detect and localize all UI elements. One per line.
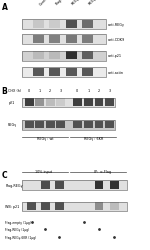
Text: 1: 1 xyxy=(39,88,41,92)
Text: p21: p21 xyxy=(9,100,15,104)
Text: 10% input: 10% input xyxy=(35,169,52,173)
Text: anti-actin: anti-actin xyxy=(108,70,124,74)
Bar xyxy=(66,68,77,76)
Bar xyxy=(82,68,93,76)
Bar xyxy=(22,52,106,62)
Bar xyxy=(22,180,127,190)
Text: Flag-REGγ: Flag-REGγ xyxy=(5,183,23,187)
Bar xyxy=(56,99,65,106)
Bar xyxy=(84,121,93,129)
Bar xyxy=(82,36,93,44)
Bar xyxy=(22,120,115,130)
Bar xyxy=(110,181,118,189)
Bar xyxy=(22,68,106,78)
Bar xyxy=(33,68,44,76)
Bar xyxy=(82,52,93,60)
Bar xyxy=(35,99,44,106)
Text: C: C xyxy=(2,170,7,179)
Bar xyxy=(110,202,118,210)
Bar xyxy=(33,52,44,60)
Bar xyxy=(73,121,82,129)
Bar xyxy=(84,99,93,106)
Bar xyxy=(22,68,106,78)
Bar xyxy=(55,202,64,210)
Bar xyxy=(56,121,65,129)
Text: Control: Control xyxy=(38,0,50,6)
Bar xyxy=(94,181,103,189)
Bar xyxy=(94,99,103,106)
Bar xyxy=(73,99,82,106)
Bar xyxy=(105,99,114,106)
Bar xyxy=(25,99,34,106)
Bar xyxy=(66,36,77,44)
Bar xyxy=(49,36,60,44)
Text: B: B xyxy=(2,86,7,95)
Bar xyxy=(105,121,114,129)
Text: 2: 2 xyxy=(98,88,100,92)
Bar xyxy=(94,121,103,129)
Bar xyxy=(66,52,77,60)
Bar xyxy=(46,99,55,106)
Text: 1: 1 xyxy=(87,88,90,92)
Bar xyxy=(22,20,106,30)
Text: 0: 0 xyxy=(28,88,30,92)
Bar xyxy=(22,52,106,62)
Bar xyxy=(33,36,44,44)
Text: REGγ : 6KR: REGγ : 6KR xyxy=(84,136,103,140)
Text: Flag-REGγ (1μg): Flag-REGγ (1μg) xyxy=(5,228,29,232)
Text: 0: 0 xyxy=(76,88,78,92)
Bar xyxy=(22,35,106,45)
Bar xyxy=(22,98,115,108)
Text: REGγ : wt: REGγ : wt xyxy=(37,136,53,140)
Bar xyxy=(22,35,106,45)
Text: IP:  α-Flag: IP: α-Flag xyxy=(93,169,111,173)
Text: Flag-REGγ-6KR (1μg): Flag-REGγ-6KR (1μg) xyxy=(5,235,36,239)
Bar xyxy=(49,68,60,76)
Bar xyxy=(25,121,34,129)
Text: 3: 3 xyxy=(108,88,111,92)
Text: A: A xyxy=(2,2,7,12)
Text: Flag-empty: Flag-empty xyxy=(55,0,72,6)
Text: CHX (h): CHX (h) xyxy=(8,88,21,92)
Bar xyxy=(22,180,127,190)
Text: WB: p21: WB: p21 xyxy=(5,204,20,208)
Bar xyxy=(40,181,50,189)
Bar xyxy=(49,21,60,29)
Bar xyxy=(22,202,127,211)
Bar xyxy=(33,21,44,29)
Text: anti-CDK9: anti-CDK9 xyxy=(108,38,125,42)
Bar xyxy=(66,21,77,29)
Text: anti-p21: anti-p21 xyxy=(108,54,122,58)
Text: anti-REGγ: anti-REGγ xyxy=(108,23,125,27)
Bar xyxy=(22,202,127,211)
Bar xyxy=(94,202,103,210)
Text: REGγ: REGγ xyxy=(8,123,17,127)
Bar xyxy=(46,121,55,129)
Bar xyxy=(22,20,106,30)
Text: REGγ-WT: REGγ-WT xyxy=(71,0,86,6)
Bar xyxy=(35,121,44,129)
Bar xyxy=(55,181,64,189)
Bar xyxy=(82,21,93,29)
Bar xyxy=(22,120,115,130)
Bar xyxy=(49,52,60,60)
Text: Flag-empty (1μg): Flag-empty (1μg) xyxy=(5,220,31,224)
Text: 3: 3 xyxy=(60,88,62,92)
Bar xyxy=(40,202,50,210)
Bar xyxy=(22,98,115,108)
Bar xyxy=(27,202,36,210)
Text: 2: 2 xyxy=(49,88,51,92)
Text: REGγ-6KR: REGγ-6KR xyxy=(88,0,103,6)
